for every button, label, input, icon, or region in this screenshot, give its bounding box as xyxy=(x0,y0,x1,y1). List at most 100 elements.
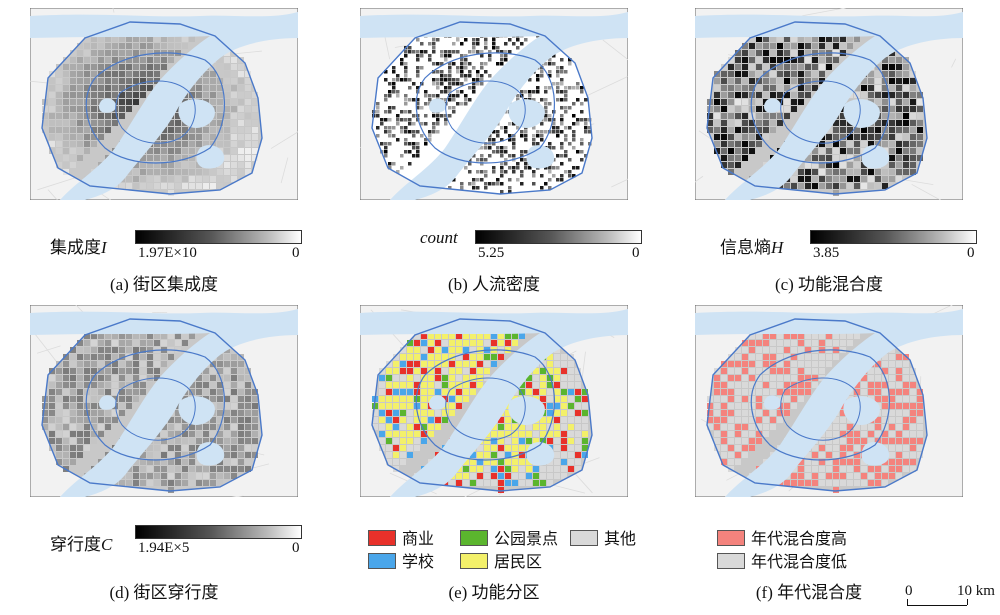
city-block xyxy=(448,66,452,70)
city-block xyxy=(875,382,881,388)
city-block xyxy=(742,424,748,430)
city-block xyxy=(512,170,516,174)
city-block xyxy=(388,94,392,98)
city-block xyxy=(161,141,167,147)
city-block xyxy=(161,183,167,189)
city-block xyxy=(56,155,62,161)
ring-road-outer xyxy=(371,318,593,492)
city-block xyxy=(182,452,188,458)
city-block xyxy=(147,155,153,161)
city-block xyxy=(464,58,468,62)
city-block xyxy=(561,354,567,360)
city-block xyxy=(154,445,160,451)
city-block xyxy=(238,424,244,430)
city-block xyxy=(147,64,153,70)
city-block xyxy=(896,78,902,84)
city-block xyxy=(112,354,118,360)
city-block xyxy=(91,85,97,91)
city-block xyxy=(140,162,146,168)
city-block xyxy=(384,94,388,98)
city-block xyxy=(168,459,174,465)
city-block xyxy=(452,106,456,110)
city-block xyxy=(798,57,804,63)
city-block xyxy=(460,186,464,190)
city-block xyxy=(540,66,544,70)
city-block xyxy=(412,142,416,146)
city-block xyxy=(500,150,504,154)
city-block xyxy=(231,106,237,112)
city-block xyxy=(540,174,544,178)
city-block xyxy=(189,452,195,458)
city-block xyxy=(833,417,839,423)
city-block xyxy=(896,155,902,161)
city-block xyxy=(245,99,251,105)
city-block xyxy=(196,85,202,91)
city-block xyxy=(749,333,755,339)
city-block xyxy=(91,36,97,42)
city-block xyxy=(560,174,564,178)
city-block xyxy=(524,130,528,134)
city-block xyxy=(833,57,839,63)
city-block xyxy=(554,354,560,360)
city-block xyxy=(903,113,909,119)
map-canvas xyxy=(360,305,628,497)
city-block xyxy=(540,368,546,374)
city-block xyxy=(63,148,69,154)
ramp-max-label: 0 xyxy=(967,245,975,261)
city-block xyxy=(536,78,540,82)
city-block xyxy=(196,424,202,430)
city-block xyxy=(189,141,195,147)
city-block xyxy=(477,368,483,374)
city-block xyxy=(735,71,741,77)
city-block xyxy=(435,340,441,346)
city-block xyxy=(231,445,237,451)
city-block xyxy=(460,90,464,94)
city-block xyxy=(70,459,76,465)
city-block xyxy=(384,78,388,82)
city-block xyxy=(520,170,524,174)
city-block xyxy=(448,70,452,74)
city-block xyxy=(210,85,216,91)
city-block xyxy=(407,431,413,437)
city-block xyxy=(456,480,462,486)
swatch-age-high xyxy=(717,530,745,546)
city-block xyxy=(735,155,741,161)
city-block xyxy=(238,466,244,472)
city-block xyxy=(516,162,520,166)
city-block xyxy=(245,424,251,430)
city-block xyxy=(444,118,448,122)
city-block xyxy=(414,417,420,423)
city-block xyxy=(63,141,69,147)
city-block xyxy=(77,99,83,105)
city-block xyxy=(561,466,567,472)
city-block xyxy=(420,54,424,58)
city-block xyxy=(400,403,406,409)
city-block xyxy=(400,354,406,360)
city-block xyxy=(133,389,139,395)
city-block xyxy=(105,368,111,374)
city-block xyxy=(556,90,560,94)
city-block xyxy=(721,155,727,161)
city-block xyxy=(408,78,412,82)
city-block xyxy=(735,361,741,367)
city-block xyxy=(770,389,776,395)
city-block xyxy=(480,158,484,162)
city-block xyxy=(91,113,97,119)
city-block xyxy=(449,375,455,381)
city-block xyxy=(376,110,380,114)
city-block xyxy=(491,452,497,458)
city-block xyxy=(396,74,400,78)
city-block xyxy=(182,333,188,339)
city-block xyxy=(416,50,420,54)
city-block xyxy=(568,459,574,465)
city-block xyxy=(560,82,564,86)
city-block xyxy=(217,438,223,444)
city-block xyxy=(224,368,230,374)
city-block xyxy=(463,396,469,402)
city-block xyxy=(442,333,448,339)
city-block xyxy=(217,141,223,147)
city-block xyxy=(460,74,464,78)
city-block xyxy=(847,438,853,444)
city-block xyxy=(476,50,480,54)
map-canvas xyxy=(695,305,963,497)
